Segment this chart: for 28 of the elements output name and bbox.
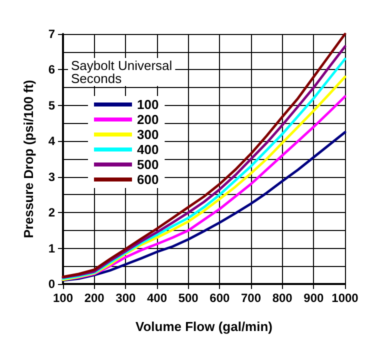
legend-title: Saybolt Universal Seconds — [71, 58, 172, 86]
x-tick-label: 700 — [240, 291, 262, 305]
y-tick-label: 3 — [48, 170, 56, 184]
x-tick-label: 500 — [178, 291, 199, 305]
x-tick-label: 600 — [210, 291, 230, 305]
x-tick-label: 200 — [84, 291, 105, 305]
line-series — [62, 130, 346, 282]
legend-label: 500 — [137, 157, 159, 172]
x-tick-label: 900 — [304, 291, 324, 305]
y-tick-label: 0 — [48, 277, 56, 291]
x-tick-label: 100 — [52, 291, 74, 305]
y-tick-label: 6 — [48, 62, 56, 77]
y-tick-label: 7 — [48, 27, 56, 41]
x-tick-label: 1000 — [332, 291, 359, 305]
x-tick-label: 400 — [146, 291, 168, 305]
y-tick-label: 1 — [48, 241, 56, 256]
y-tick-label: 4 — [48, 134, 56, 148]
y-axis-title: Pressure Drop (psi/100 ft) — [21, 80, 36, 238]
legend-label: 200 — [137, 112, 159, 127]
y-tick-label: 5 — [48, 98, 56, 112]
legend-label: 600 — [137, 172, 159, 187]
x-axis-title: Volume Flow (gal/min) — [136, 319, 272, 334]
legend-label: 100 — [137, 97, 159, 112]
legend-label: 300 — [137, 127, 159, 142]
x-tick-label: 800 — [272, 291, 293, 305]
y-tick-label: 2 — [48, 206, 56, 220]
legend-label: 400 — [137, 142, 159, 157]
x-tick-label: 300 — [116, 291, 136, 305]
